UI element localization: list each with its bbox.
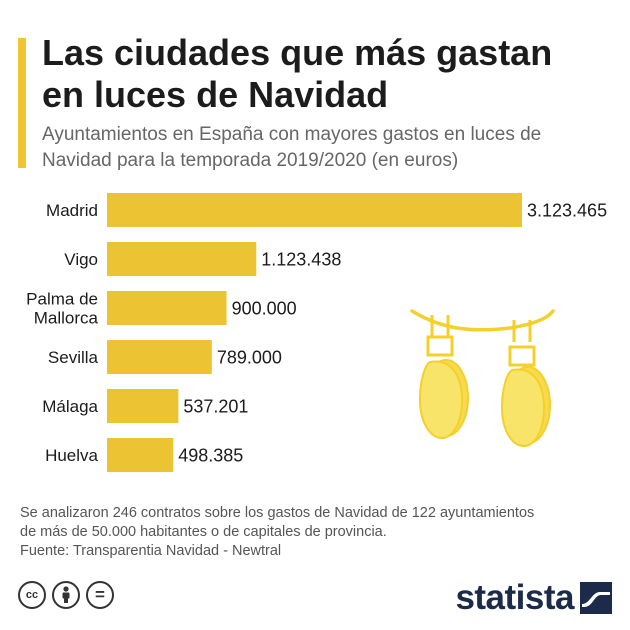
left-bulb-base <box>426 335 454 357</box>
category-label-0: Madrid <box>46 201 98 220</box>
christmas-lights-illustration <box>410 309 555 448</box>
page-subtitle: Ayuntamientos en España con mayores gast… <box>42 122 622 174</box>
category-label-5: Huelva <box>45 446 98 465</box>
bar-3 <box>107 340 212 374</box>
value-label-1: 1.123.438 <box>261 250 341 270</box>
category-label-3: Sevilla <box>48 348 99 367</box>
note-line-2: de más de 50.000 habitantes o de capital… <box>20 524 387 540</box>
equals-glyph: = <box>95 585 105 604</box>
no-derivatives-icon[interactable]: = <box>86 581 114 609</box>
accent-bar <box>18 38 26 168</box>
bar-5 <box>107 438 174 472</box>
title-line-1: Las ciudades que más gastan <box>42 32 553 73</box>
value-label-2: 900.000 <box>232 299 297 319</box>
bar-0 <box>107 193 522 227</box>
bar-1 <box>107 242 257 276</box>
category-label-1: Vigo <box>64 250 98 269</box>
value-label-5: 498.385 <box>178 446 243 466</box>
right-bulb-socket <box>512 320 532 342</box>
statista-logo-text: statista <box>455 578 574 617</box>
page-title: Las ciudades que más gastan en luces de … <box>42 32 612 116</box>
value-label-3: 789.000 <box>217 348 282 368</box>
left-bulb-glass <box>418 360 464 440</box>
bar-2 <box>107 291 227 325</box>
source-text: Fuente: Transparentia Navidad - Newtral <box>20 543 282 559</box>
title-line-2: en luces de Navidad <box>42 74 389 115</box>
left-bulb-socket <box>430 315 450 337</box>
license-icons: cc = <box>18 581 114 609</box>
chart-notes: Se analizaron 246 contratos sobre los ga… <box>20 504 610 561</box>
attribution-icon[interactable] <box>52 581 80 609</box>
statista-logo-mark-icon <box>580 582 612 614</box>
cc-icon-text: cc <box>25 589 39 601</box>
right-bulb-glass <box>500 368 546 448</box>
subtitle-line-2: Navidad para la temporada 2019/2020 (en … <box>42 150 459 171</box>
creative-commons-icon[interactable]: cc <box>18 581 46 609</box>
statista-logo[interactable]: statista <box>455 578 612 618</box>
right-bulb-base <box>508 345 536 367</box>
light-string-wire <box>410 309 555 332</box>
subtitle-line-1: Ayuntamientos en España con mayores gast… <box>42 124 542 145</box>
value-label-4: 537.201 <box>183 397 248 417</box>
bar-chart: Madrid 3.123.465 Vigo 1.123.438 Palma de Mall… <box>26 193 607 472</box>
note-line-1: Se analizaron 246 contratos sobre los ga… <box>20 505 535 521</box>
bars-group: Madrid 3.123.465 Vigo 1.123.438 Palma de Mall… <box>26 193 607 472</box>
category-label-4: Málaga <box>42 397 98 416</box>
value-label-0: 3.123.465 <box>527 201 607 221</box>
person-glyph <box>62 586 70 603</box>
category-label-2: Palma de Mallorca <box>26 290 98 328</box>
bar-4 <box>107 389 179 423</box>
